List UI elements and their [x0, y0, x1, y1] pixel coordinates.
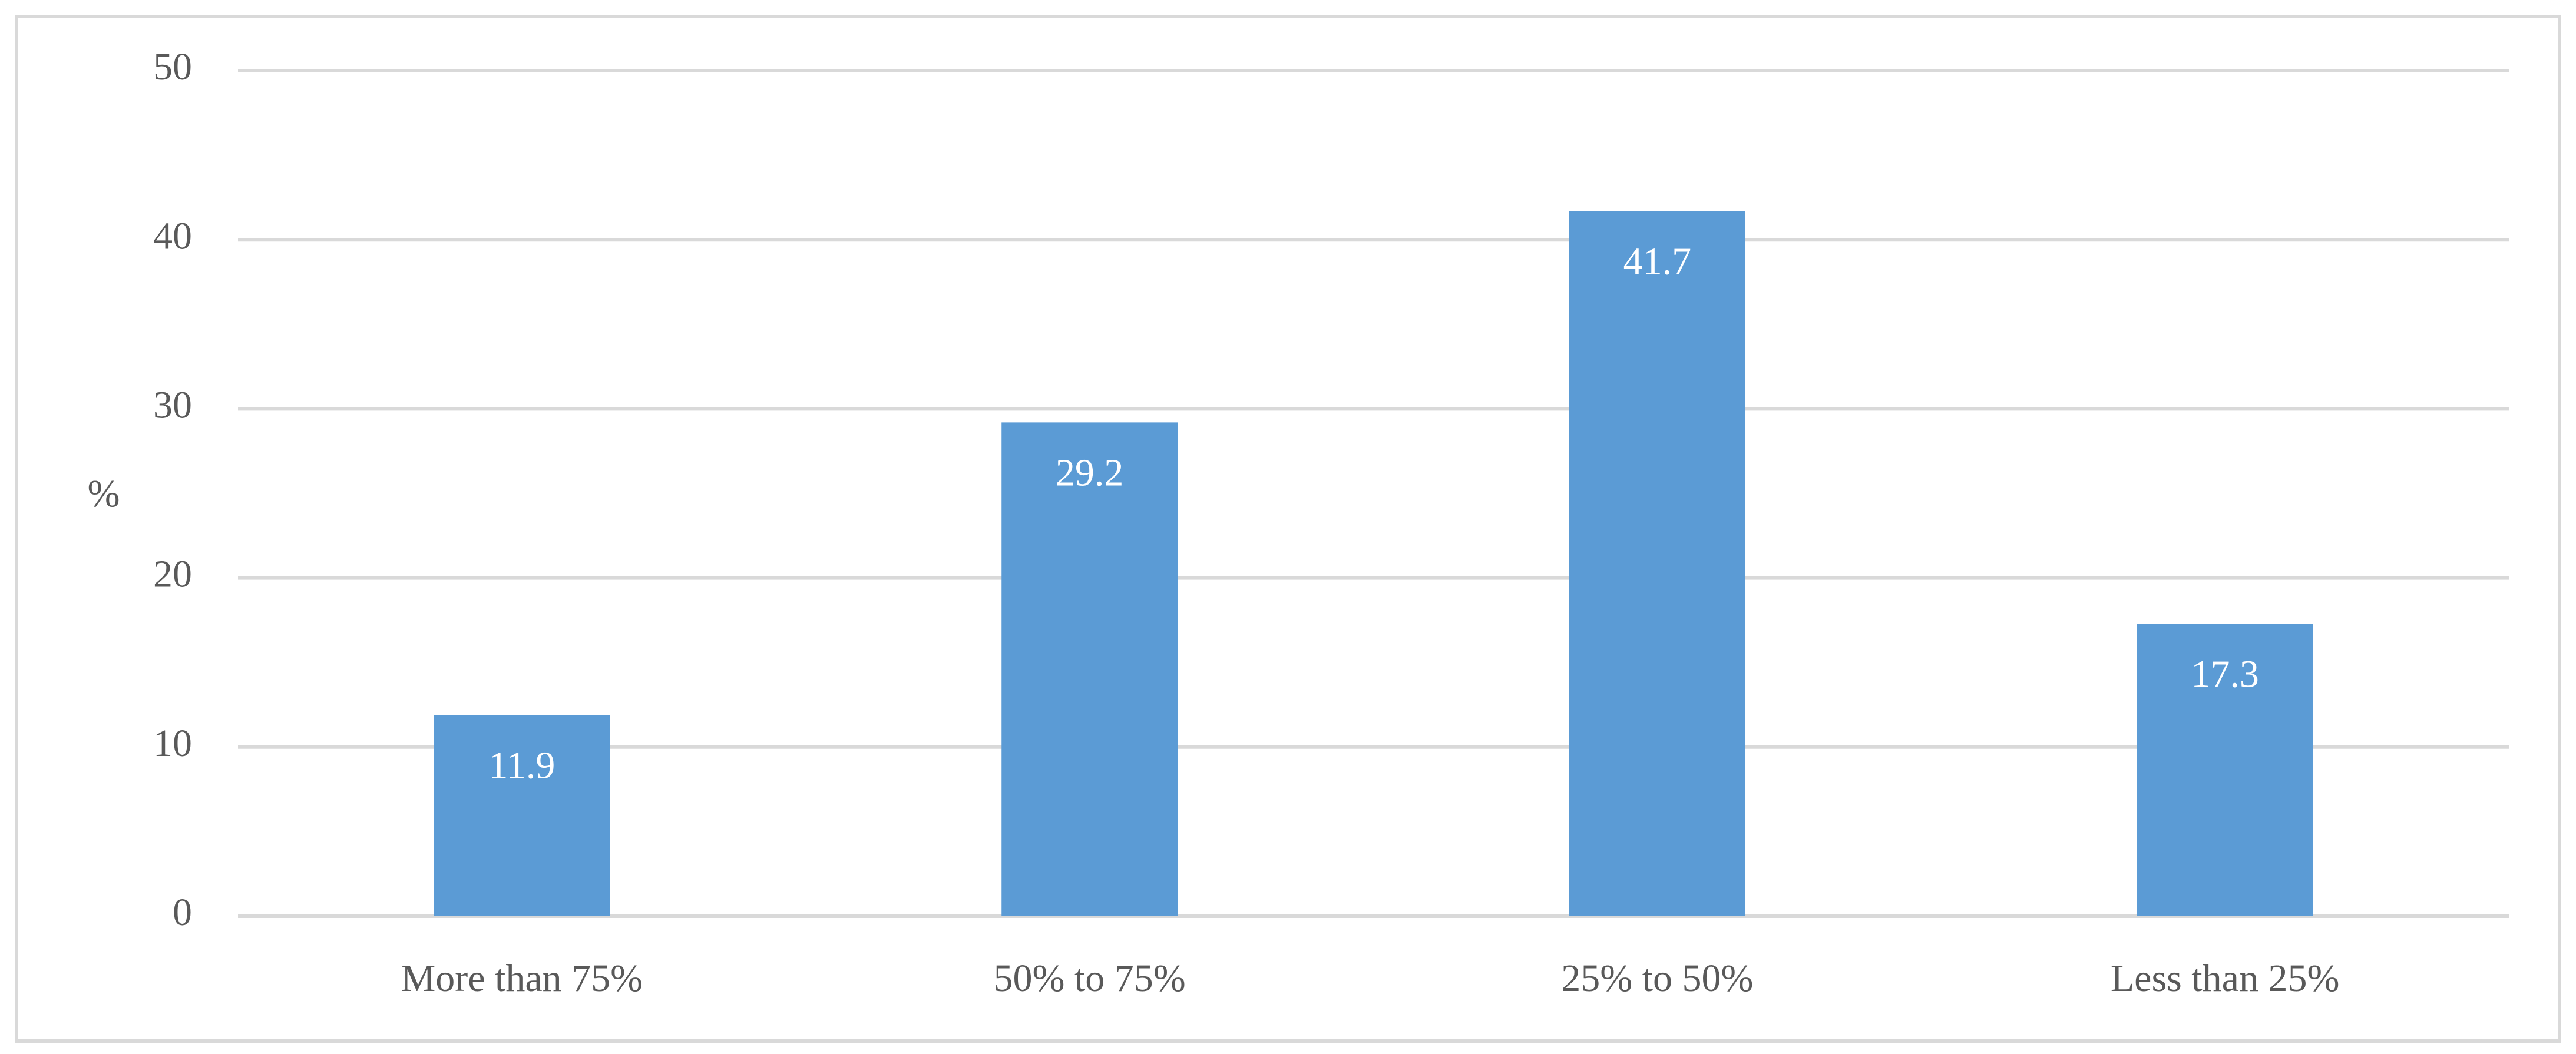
data-label: 17.3 [2191, 652, 2259, 695]
y-tick-label: 0 [173, 891, 192, 934]
bar [2137, 624, 2313, 916]
y-tick-label: 40 [153, 214, 192, 257]
x-tick-label: More than 75% [401, 957, 643, 1000]
y-axis-label: % [88, 472, 120, 515]
y-tick-label: 30 [153, 384, 192, 427]
x-tick-label: 50% to 75% [993, 957, 1185, 1000]
y-tick-label: 20 [153, 553, 192, 596]
x-tick-label: 25% to 50% [1561, 957, 1753, 1000]
data-label: 11.9 [488, 744, 555, 787]
y-tick-label: 50 [153, 45, 192, 88]
x-tick-label: Less than 25% [2111, 957, 2340, 1000]
data-label: 41.7 [1623, 240, 1692, 283]
bar [1001, 422, 1178, 916]
data-label: 29.2 [1056, 452, 1124, 495]
y-tick-label: 10 [153, 722, 192, 765]
bar [434, 715, 610, 916]
bar [1569, 211, 1745, 917]
